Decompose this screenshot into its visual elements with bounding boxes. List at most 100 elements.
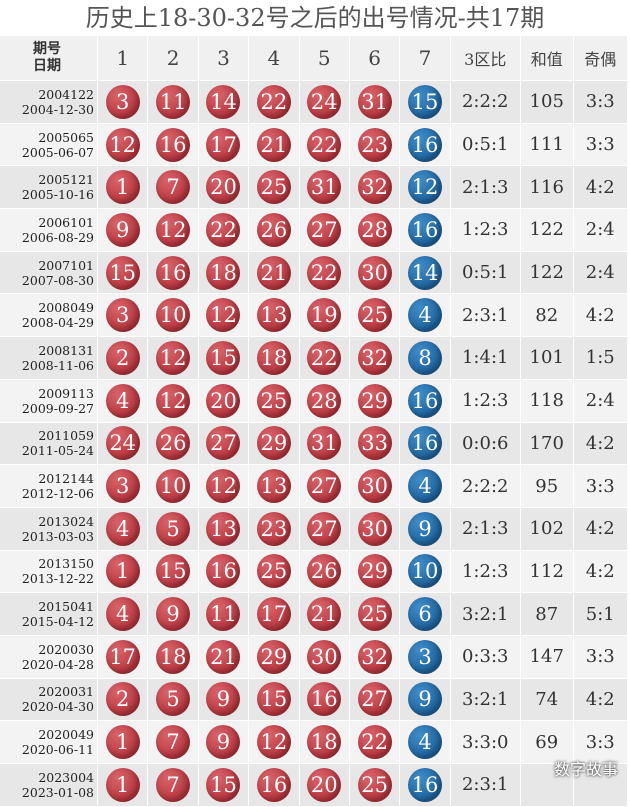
red-ball: 17 — [206, 127, 241, 162]
sum-value: 118 — [520, 379, 574, 422]
ball-cell: 18 — [299, 721, 350, 763]
issue-date-cell: 2020031 2020-04-30 — [0, 678, 98, 721]
table-row: 2020049 2020-06-11 1 7 9 12 18 22 4 3:3:0 69 3:3 — [0, 721, 630, 764]
ball-cell: 10 — [148, 465, 199, 507]
issue-date-cell: 2015041 2015-04-12 — [0, 593, 98, 635]
ball-cell: 25 — [249, 379, 300, 422]
ball-cell: 19 — [299, 294, 350, 337]
zone-ratio: 2:1:3 — [450, 166, 521, 209]
red-ball: 29 — [357, 383, 392, 418]
ball-cell: 23 — [349, 123, 401, 166]
ball-cell: 30 — [349, 507, 401, 550]
header-col-4: 4 — [249, 36, 300, 80]
ball-cell: 32 — [349, 337, 401, 379]
watermark: 数字故事 — [553, 760, 618, 779]
red-ball: 27 — [206, 426, 241, 461]
blue-ball: 8 — [408, 340, 443, 375]
ball-cell: 24 — [98, 422, 149, 465]
ball-cell: 31 — [299, 166, 350, 209]
odd-even-ratio: 2:4 — [573, 251, 627, 294]
ball-cell: 27 — [299, 507, 350, 550]
issue-date-cell: 2020049 2020-06-11 — [0, 721, 98, 763]
red-ball: 14 — [206, 84, 241, 119]
red-ball: 27 — [307, 469, 342, 504]
sum-value: 74 — [520, 678, 574, 721]
zone-ratio: 2:3:1 — [450, 764, 521, 806]
red-ball: 16 — [156, 255, 191, 290]
odd-even-ratio: 4:2 — [573, 678, 627, 721]
red-ball: 4 — [105, 383, 140, 418]
issue-number: 2013150 — [38, 556, 94, 572]
red-ball: 18 — [206, 255, 241, 290]
sum-value: 112 — [520, 550, 574, 593]
table-row: 2008049 2008-04-29 3 10 12 13 19 25 4 2:3:1 82 4:2 — [0, 294, 630, 338]
issue-number: 2013024 — [38, 513, 94, 529]
header-issue-label: 期号 — [33, 41, 61, 57]
zone-ratio: 1:2:3 — [450, 550, 521, 593]
ball-cell: 33 — [349, 422, 401, 465]
zone-ratio: 2:1:3 — [450, 507, 521, 550]
ball-cell: 15 — [249, 678, 300, 721]
issue-date-cell: 2012144 2012-12-06 — [0, 465, 98, 507]
sum-value: 111 — [520, 123, 574, 166]
ball-cell: 16 — [299, 678, 350, 721]
table-row: 2015041 2015-04-12 4 9 11 17 21 25 6 3:2:1 87 5:1 — [0, 593, 630, 636]
ball-cell: 20 — [198, 166, 250, 209]
blue-ball: 16 — [408, 383, 443, 418]
red-ball: 25 — [357, 767, 392, 802]
blue-ball: 3 — [408, 639, 443, 674]
red-ball: 27 — [307, 212, 342, 247]
table-row: 2004122 2004-12-30 3 11 14 22 24 31 15 2:2:2 105 3:… — [0, 81, 630, 124]
red-ball: 4 — [105, 597, 140, 632]
sum-value: 122 — [520, 209, 574, 251]
ball-cell: 25 — [349, 593, 401, 635]
red-ball: 2 — [105, 682, 140, 717]
issue-number: 2020031 — [38, 684, 94, 700]
issue-number: 2023004 — [38, 769, 94, 785]
ball-cell: 25 — [249, 166, 300, 209]
draw-date: 2013-12-22 — [21, 571, 94, 587]
red-ball: 32 — [357, 340, 392, 375]
red-ball: 30 — [357, 469, 392, 504]
ball-cell: 1 — [98, 166, 149, 209]
ball-cell: 9 — [198, 721, 250, 763]
table-row: 2005065 2005-06-07 12 16 17 21 22 23 16 0:5:1 111 3… — [0, 123, 630, 167]
zone-ratio: 0:5:1 — [450, 123, 521, 166]
issue-date-cell: 2007101 2007-08-30 — [0, 251, 98, 294]
issue-number: 2020030 — [38, 641, 94, 657]
red-ball: 9 — [105, 212, 140, 247]
sum-value: 95 — [520, 465, 574, 507]
issue-number: 2009113 — [38, 385, 94, 401]
draw-date: 2008-04-29 — [21, 315, 94, 331]
red-ball: 10 — [156, 298, 191, 333]
issue-date-cell: 2008049 2008-04-29 — [0, 294, 98, 337]
issue-number: 2006101 — [38, 214, 94, 230]
red-ball: 16 — [307, 682, 342, 717]
ball-cell: 10 — [148, 294, 199, 337]
sum-value: 69 — [520, 721, 574, 763]
red-ball: 21 — [256, 255, 291, 290]
draw-date: 2013-03-03 — [21, 528, 94, 544]
issue-date-cell: 2023004 2023-01-08 — [0, 764, 98, 806]
ball-cell: 13 — [249, 465, 300, 507]
blue-ball: 4 — [408, 298, 443, 333]
ball-cell: 12 — [198, 465, 250, 507]
draw-date: 2020-06-11 — [21, 742, 94, 758]
sum-value: 147 — [520, 635, 574, 678]
red-ball: 3 — [105, 298, 140, 333]
red-ball: 12 — [156, 212, 191, 247]
red-ball: 29 — [256, 639, 291, 674]
header-col-2: 2 — [148, 36, 199, 80]
ball-cell: 4 — [98, 593, 149, 635]
ball-cell: 12 — [148, 337, 199, 379]
ball-cell: 10 — [400, 550, 451, 593]
sum-value: 82 — [520, 294, 574, 337]
zone-ratio: 2:2:2 — [450, 81, 521, 123]
ball-cell: 24 — [299, 81, 350, 123]
red-ball: 15 — [256, 682, 291, 717]
red-ball: 12 — [256, 725, 291, 760]
blue-ball: 14 — [408, 255, 443, 290]
draw-date: 2005-06-07 — [21, 144, 94, 160]
issue-number: 2008049 — [38, 300, 94, 316]
header-col-6: 6 — [349, 36, 401, 80]
